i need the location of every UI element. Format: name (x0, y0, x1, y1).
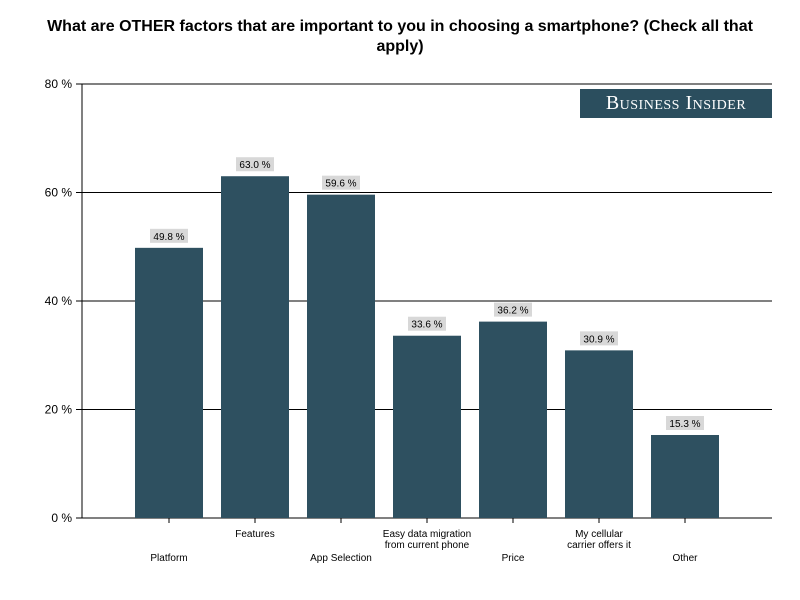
data-label: 49.8 % (153, 232, 184, 243)
data-label: 36.2 % (497, 306, 528, 317)
logo-text: Business Insider (605, 92, 747, 114)
bar (393, 335, 461, 518)
data-label-bg (580, 331, 618, 346)
x-tick-label: Other (672, 553, 698, 564)
x-tick-label: Price (502, 553, 525, 564)
data-label: 30.9 % (583, 334, 614, 345)
y-tick-label: 20 % (45, 403, 73, 417)
bar (651, 434, 719, 518)
y-tick-label: 40 % (45, 294, 73, 308)
data-label: 33.6 % (411, 320, 442, 331)
data-label-bg (150, 228, 188, 243)
x-tick-label: Easy data migration (383, 529, 471, 540)
y-tick-label: 0 % (51, 511, 72, 525)
business-insider-logo: Business Insider (580, 89, 772, 118)
data-label-bg (408, 316, 446, 331)
data-label: 59.6 % (325, 179, 356, 190)
data-label-bg (494, 302, 532, 317)
data-label: 63.0 % (239, 160, 270, 171)
x-tick-label: Features (235, 529, 274, 540)
y-tick-label: 80 % (45, 77, 73, 91)
bar (221, 176, 289, 518)
data-label-bg (236, 157, 274, 172)
data-label-bg (322, 175, 360, 190)
x-tick-label: from current phone (385, 540, 470, 551)
x-tick-label: Platform (150, 553, 187, 564)
bar (479, 321, 547, 518)
data-label: 15.3 % (669, 419, 700, 430)
x-tick-label: App Selection (310, 553, 372, 564)
x-tick-label: My cellular (575, 529, 623, 540)
bar (135, 247, 203, 518)
data-label-bg (666, 415, 704, 430)
bar (307, 194, 375, 519)
y-tick-label: 60 % (45, 186, 73, 200)
bar (565, 350, 633, 518)
chart-title: What are OTHER factors that are importan… (47, 18, 753, 55)
x-tick-label: carrier offers it (567, 540, 631, 551)
